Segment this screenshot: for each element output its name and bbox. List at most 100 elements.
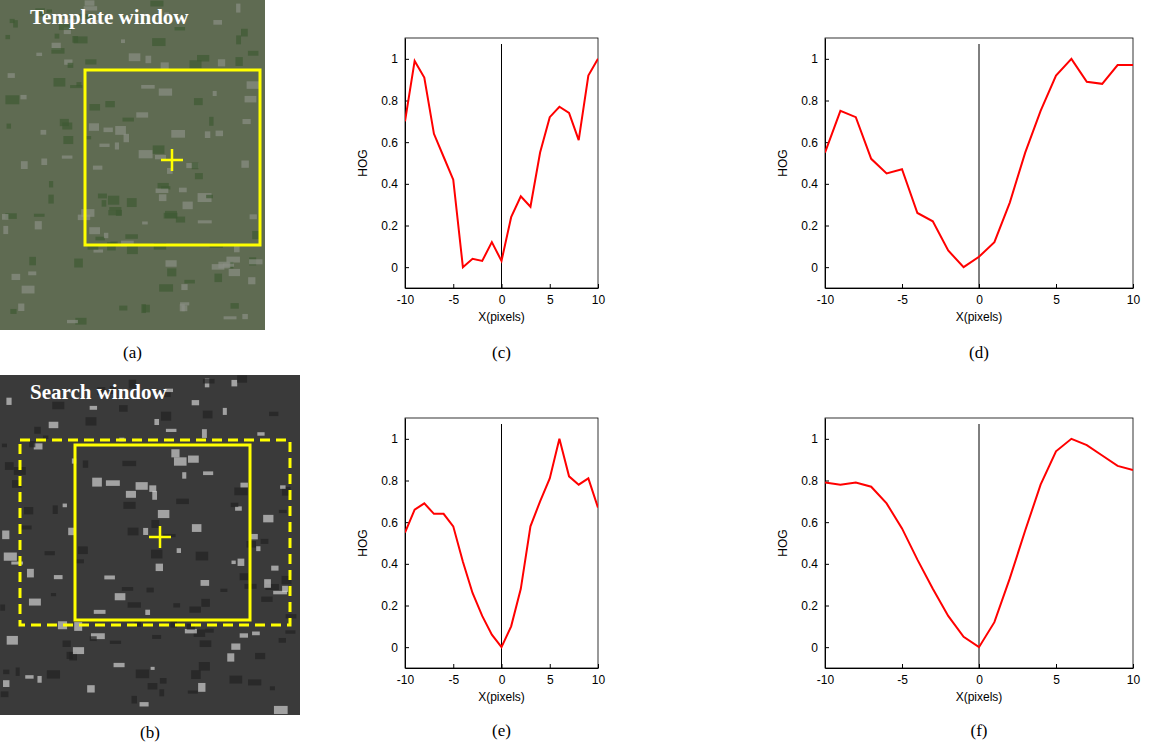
line-chart: -10-5051000.20.40.60.81X(pixels)HOG [356, 418, 605, 704]
photo-texture [78, 546, 88, 554]
panel-caption: (b) [140, 723, 160, 742]
y-tick-label: 0.8 [381, 474, 398, 488]
y-axis-line [825, 419, 826, 669]
x-tick: -5 [897, 284, 908, 307]
photo-texture [205, 131, 210, 138]
x-axis-title: X(pixels) [478, 310, 525, 324]
photo-texture [160, 678, 167, 684]
y-tick-mark [825, 522, 829, 523]
photo-texture [165, 211, 177, 218]
photo-texture [37, 676, 41, 683]
x-tick-mark [1056, 664, 1057, 668]
photo-texture [181, 284, 187, 290]
photo-texture [179, 188, 187, 193]
photo-texture [159, 284, 173, 291]
panel-caption: (d) [969, 343, 989, 362]
y-tick: 0 [391, 641, 409, 655]
y-axis: 00.20.40.60.81 [801, 39, 829, 289]
photo-texture [224, 316, 237, 319]
photo-texture [29, 441, 35, 447]
photo-texture [125, 234, 138, 239]
x-axis-line [406, 668, 599, 669]
photo-texture [199, 662, 210, 671]
photo-texture [20, 95, 26, 99]
photo-texture [51, 48, 64, 54]
photo-texture [145, 56, 151, 64]
photo-texture [235, 57, 242, 66]
y-tick: 0.4 [381, 177, 409, 191]
photo-texture [99, 144, 109, 147]
photo-texture [220, 589, 227, 592]
photo-texture [240, 573, 248, 580]
x-tick-label: 5 [1053, 293, 1060, 307]
photo-texture [4, 553, 17, 561]
photo-texture [188, 456, 199, 463]
photo-texture [13, 20, 18, 27]
photo-texture [167, 268, 176, 276]
photo-texture [177, 548, 181, 553]
photo-texture [282, 586, 288, 592]
photo-texture [242, 314, 248, 319]
photo-texture [24, 507, 33, 514]
figure: Template window(a)Search window(b)-10-50… [0, 0, 1153, 749]
photo-texture [45, 551, 55, 555]
photo-texture [68, 63, 74, 68]
y-tick-mark [405, 226, 409, 227]
line-chart: -10-5051000.20.40.60.81X(pixels)HOG [776, 38, 1140, 324]
photo-texture [74, 36, 88, 43]
x-tick-label: 0 [976, 293, 983, 307]
y-tick-mark [825, 59, 829, 60]
y-tick-label: 1 [391, 432, 398, 446]
photo-texture [245, 96, 257, 103]
photo-texture [124, 134, 129, 142]
photo-texture [147, 588, 154, 593]
photo-texture [62, 156, 73, 159]
photo-texture [126, 491, 136, 498]
photo-texture [240, 483, 247, 488]
photo-texture [159, 88, 172, 95]
y-tick-mark [825, 564, 829, 565]
photo-texture [110, 641, 121, 644]
x-tick-mark [453, 284, 454, 288]
photo-texture [22, 286, 35, 294]
y-tick-label: 1 [811, 432, 818, 446]
photo-texture [149, 485, 156, 492]
x-tick: -5 [448, 284, 459, 307]
photo-texture [143, 528, 148, 535]
photo-texture [202, 429, 207, 438]
center-line [501, 44, 502, 288]
photo-texture [103, 128, 112, 133]
plot-area [825, 44, 1133, 288]
y-tick-label: 0.6 [801, 136, 818, 150]
y-tick: 0.4 [801, 557, 829, 571]
photo-texture [115, 142, 119, 149]
image-panel: Template window [0, 0, 265, 330]
photo-texture [148, 683, 158, 690]
photo-texture [128, 602, 141, 607]
photo-texture [174, 457, 187, 465]
photo-texture [3, 226, 8, 234]
photo-texture [155, 155, 166, 159]
x-axis-title: X(pixels) [956, 310, 1003, 324]
image-title: Template window [30, 5, 189, 29]
photo-texture [263, 515, 273, 522]
photo-texture [49, 422, 59, 428]
photo-texture [231, 561, 235, 565]
y-tick: 0 [391, 261, 409, 275]
photo-texture [139, 150, 153, 158]
x-tick-mark [598, 284, 599, 288]
y-axis-line [825, 39, 826, 289]
photo-texture [161, 412, 171, 421]
photo-texture [53, 505, 58, 514]
y-tick-label: 0.2 [801, 599, 818, 613]
photo-texture [121, 39, 125, 43]
y-tick-label: 0 [391, 261, 398, 275]
photo-texture [3, 670, 9, 674]
photo-texture [153, 145, 165, 153]
photo-texture [154, 419, 159, 425]
y-tick: 0.6 [381, 136, 409, 150]
x-tick-label: -5 [897, 293, 908, 307]
x-tick: 0 [499, 284, 506, 307]
photo-texture [89, 123, 99, 131]
photo-texture [269, 412, 278, 416]
